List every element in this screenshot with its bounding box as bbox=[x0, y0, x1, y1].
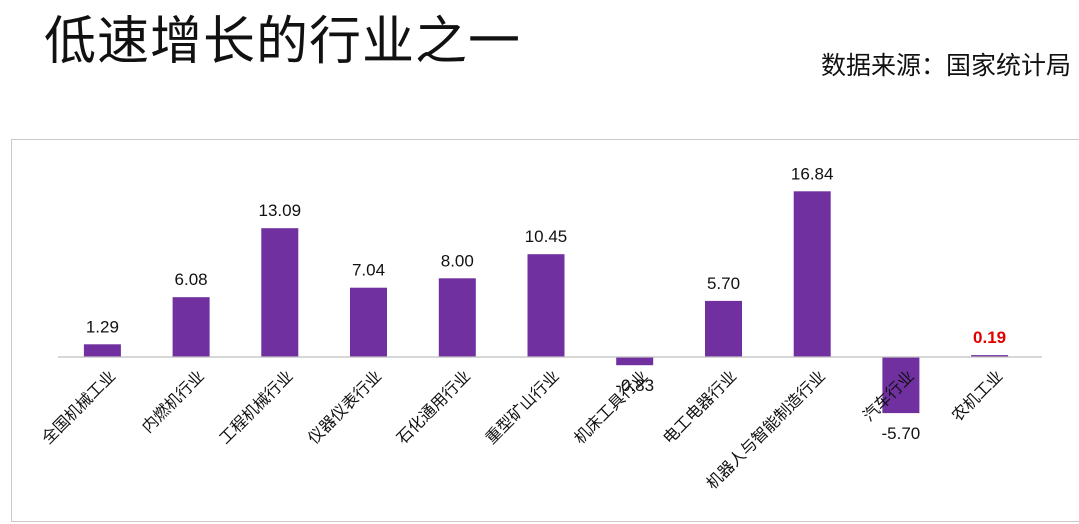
value-label-5: 8.00 bbox=[441, 251, 474, 270]
bar-7 bbox=[616, 357, 654, 366]
bar-10 bbox=[882, 357, 920, 414]
bar-1 bbox=[83, 344, 121, 357]
bar-11 bbox=[971, 355, 1009, 357]
category-label-6: 重型矿山行业 bbox=[482, 366, 563, 447]
bar-6 bbox=[527, 254, 565, 357]
category-label-7: 机床工具行业 bbox=[570, 366, 651, 447]
bar-4 bbox=[350, 287, 387, 357]
category-label-5: 石化通用行业 bbox=[393, 366, 474, 447]
category-label-4: 仪器仪表行业 bbox=[304, 366, 385, 447]
category-label-11: 农机工业 bbox=[948, 366, 1007, 425]
bar-3 bbox=[261, 228, 299, 357]
category-label-3: 工程机械行业 bbox=[215, 366, 296, 447]
category-labels-group: 全国机械工业 内燃机行业 工程机械行业 仪器仪表行业 石化通用行业 重型矿山行业 机床工具行… bbox=[38, 366, 1007, 493]
bar-5 bbox=[438, 278, 476, 357]
bar-9 bbox=[793, 191, 831, 357]
category-label-8: 电工电器行业 bbox=[659, 366, 740, 447]
page-title: 低速增长的行业之一 bbox=[44, 12, 522, 72]
value-labels-group: 1.29 6.08 13.09 7.04 8.00 10.45 -0.83 5.70 16.84… bbox=[86, 164, 1006, 443]
value-label-11: 0.19 bbox=[973, 328, 1006, 347]
data-source-note: 数据来源：国家统计局 bbox=[820, 51, 1071, 80]
value-label-10: -5.70 bbox=[882, 424, 921, 443]
value-label-6: 10.45 bbox=[525, 227, 568, 246]
bar-8 bbox=[705, 300, 742, 357]
category-label-1: 全国机械工业 bbox=[38, 366, 119, 447]
value-label-3: 13.09 bbox=[259, 201, 302, 220]
category-label-2: 内燃机行业 bbox=[138, 366, 208, 436]
value-label-7: -0.83 bbox=[615, 376, 654, 395]
value-label-4: 7.04 bbox=[352, 261, 385, 280]
value-label-9: 16.84 bbox=[791, 164, 834, 183]
bars-group bbox=[83, 191, 1009, 414]
value-label-2: 6.08 bbox=[175, 270, 208, 289]
value-label-8: 5.70 bbox=[707, 274, 740, 293]
bar-2 bbox=[172, 297, 210, 357]
value-label-1: 1.29 bbox=[86, 317, 119, 336]
